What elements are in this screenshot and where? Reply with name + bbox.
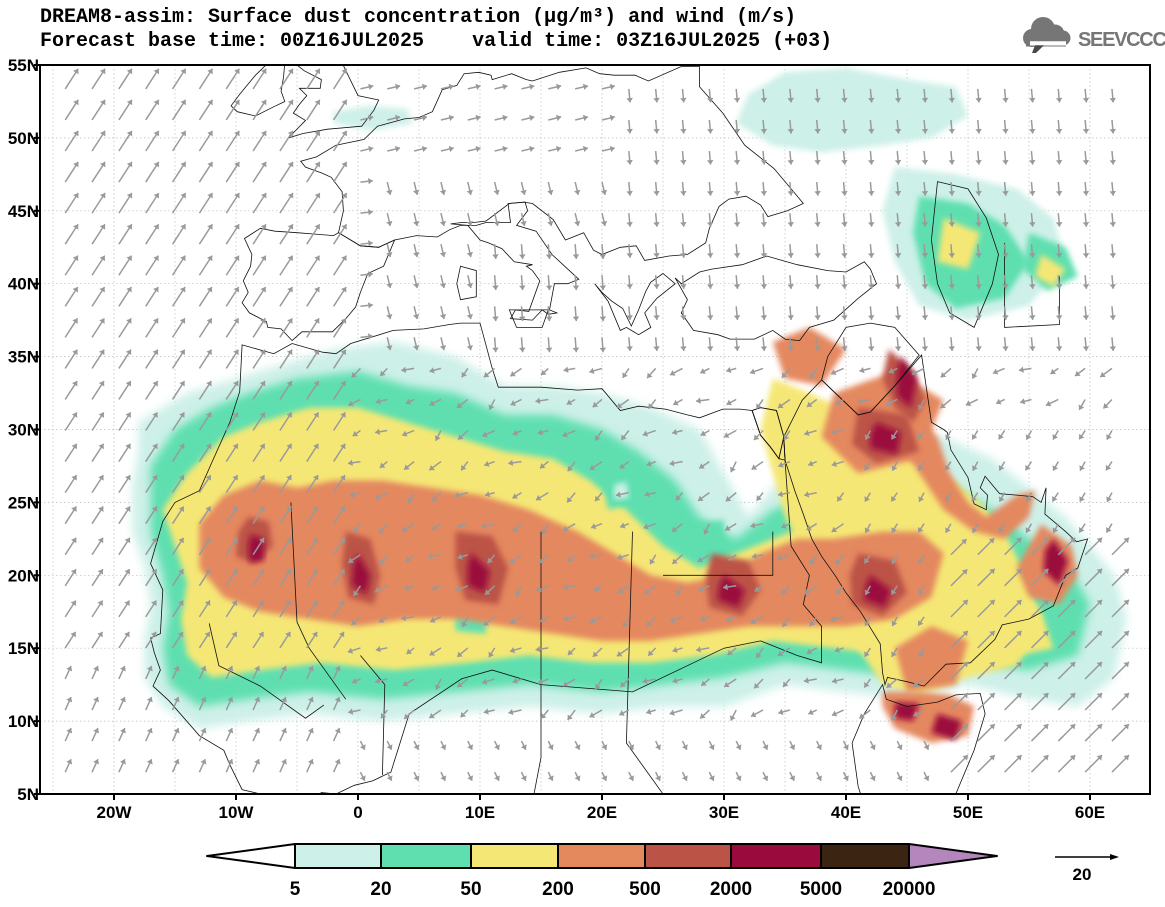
- svg-text:2000: 2000: [710, 879, 752, 900]
- svg-text:200: 200: [542, 879, 574, 900]
- svg-text:20000: 20000: [883, 879, 936, 900]
- svg-text:50: 50: [460, 879, 481, 900]
- svg-text:5: 5: [290, 879, 301, 900]
- svg-text:20: 20: [1073, 865, 1092, 884]
- svg-text:20: 20: [370, 879, 391, 900]
- svg-text:500: 500: [629, 879, 661, 900]
- svg-text:5000: 5000: [800, 879, 842, 900]
